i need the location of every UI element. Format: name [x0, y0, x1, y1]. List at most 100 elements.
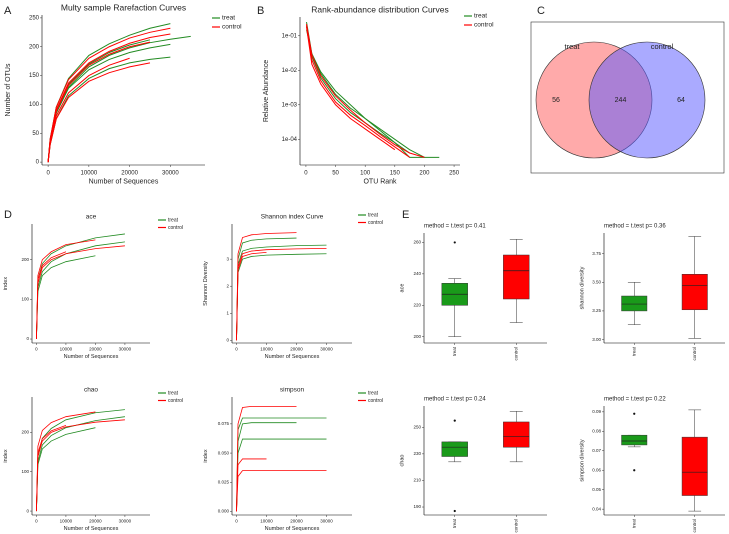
y-tick-label: 0.06 [592, 467, 601, 472]
chart-title: Shannon index Curve [261, 214, 324, 221]
curve [236, 458, 267, 512]
x-tick-label: 0 [235, 519, 238, 524]
y-axis-label: index [3, 277, 9, 290]
outlier [453, 419, 456, 422]
curve [306, 25, 410, 158]
y-tick-label: 0.08 [592, 428, 601, 433]
x-tick-label: 10000 [260, 347, 273, 352]
curve [306, 26, 396, 151]
outlier [633, 469, 636, 472]
y-axis-label: Shannon Diversity [203, 261, 209, 306]
chart-title: Multy sample Rarefaction Curves [61, 2, 186, 12]
y-tick-label: 1e-04 [282, 137, 298, 143]
x-axis-label: Number of Sequences [64, 526, 119, 532]
x-tick-label: control [692, 347, 697, 361]
box [441, 441, 468, 457]
panel-label: A [4, 5, 12, 17]
legend-label: treat [368, 390, 379, 396]
x-tick-label: 0 [35, 519, 38, 524]
y-tick-label: 190 [413, 504, 421, 509]
legend-label: treat [368, 212, 379, 218]
y-tick-label: 3.25 [592, 308, 601, 313]
x-tick-label: 0 [304, 171, 308, 177]
chart-title: Rank-abundance distribution Curves [311, 4, 449, 14]
curve [236, 252, 267, 341]
y-axis-label: simpson diversity [579, 439, 585, 481]
y-tick-label: 200 [21, 430, 29, 435]
panel-label: B [257, 5, 264, 17]
x-tick-label: treat [631, 518, 636, 528]
y-tick-label: 1e-01 [282, 33, 298, 39]
x-tick-label: 0 [46, 171, 50, 177]
y-tick-label: 150 [29, 73, 40, 79]
legend-label: control [368, 398, 383, 404]
venn-set [588, 41, 706, 159]
y-tick-label: 0 [26, 508, 29, 513]
y-tick-label: 210 [413, 478, 421, 483]
y-tick-label: 250 [413, 424, 421, 429]
venn-set-label: control [651, 42, 674, 51]
x-tick-label: 150 [390, 171, 401, 177]
x-tick-label: 30000 [119, 519, 132, 524]
curve [306, 25, 410, 154]
y-axis-label: ace [399, 284, 405, 293]
y-tick-label: 0.025 [218, 479, 230, 484]
y-tick-label: 0.000 [218, 509, 230, 514]
y-tick-label: 100 [29, 102, 40, 108]
outlier [453, 241, 456, 244]
x-tick-label: 20000 [89, 347, 102, 352]
y-tick-label: 3.00 [592, 337, 601, 342]
x-tick-label: 0 [235, 347, 238, 352]
x-axis-label: OTU Rank [363, 179, 397, 186]
y-tick-label: 230 [413, 451, 421, 456]
curve [236, 405, 297, 512]
chart-title: method = t.test p= 0.41 [424, 224, 486, 230]
curve [236, 247, 327, 341]
y-tick-label: 0.050 [218, 450, 230, 455]
x-tick-label: 20000 [290, 519, 303, 524]
x-tick-label: 50 [332, 171, 339, 177]
x-tick-label: 200 [419, 171, 430, 177]
y-tick-label: 260 [413, 240, 421, 245]
x-axis-label: Number of Sequences [89, 179, 159, 186]
x-tick-label: 10000 [81, 171, 98, 177]
x-tick-label: 30000 [162, 171, 179, 177]
x-tick-label: 30000 [320, 347, 333, 352]
y-tick-label: 100 [21, 469, 29, 474]
y-tick-label: 0 [26, 336, 29, 341]
box [503, 421, 530, 448]
x-axis-label: Number of Sequences [64, 354, 119, 360]
y-tick-label: 0.05 [592, 487, 601, 492]
box [621, 295, 648, 312]
chart-title: ace [86, 214, 97, 221]
curve [36, 424, 67, 512]
chart-title: method = t.test p= 0.22 [604, 397, 666, 403]
legend-label: control [222, 24, 242, 31]
box [503, 254, 530, 300]
y-tick-label: 250 [29, 15, 40, 21]
venn-set-label: treat [564, 42, 580, 51]
x-axis-label: Number of Sequences [265, 354, 320, 360]
y-tick-label: 1e-03 [282, 102, 298, 108]
y-tick-label: 200 [413, 334, 421, 339]
outlier [453, 509, 456, 513]
y-tick-label: 0.04 [592, 506, 601, 511]
y-tick-label: 0.09 [592, 409, 601, 414]
y-tick-label: 3 [226, 256, 229, 261]
legend-label: treat [168, 217, 179, 223]
chart-title: method = t.test p= 0.36 [604, 224, 666, 230]
x-tick-label: 30000 [119, 347, 132, 352]
panel-label: D [4, 209, 12, 221]
curve [36, 251, 67, 340]
x-tick-label: control [513, 347, 518, 361]
legend-label: treat [222, 15, 235, 22]
y-tick-label: 100 [21, 297, 29, 302]
panel-label: E [402, 209, 409, 221]
y-tick-label: 0.075 [218, 421, 230, 426]
y-axis-label: chao [399, 455, 405, 467]
x-tick-label: 250 [449, 171, 460, 177]
y-axis-label: shannon diversity [579, 266, 585, 309]
x-axis-label: Number of Sequences [265, 526, 320, 532]
x-tick-label: 10000 [60, 519, 73, 524]
y-axis-label: index [3, 449, 9, 462]
